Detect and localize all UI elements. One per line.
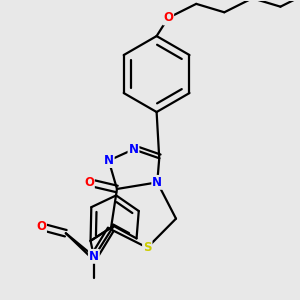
Text: O: O xyxy=(163,11,173,24)
Text: O: O xyxy=(84,176,94,189)
Text: N: N xyxy=(128,143,139,156)
Text: S: S xyxy=(143,241,152,254)
Text: N: N xyxy=(89,250,99,263)
Text: O: O xyxy=(36,220,46,233)
Text: N: N xyxy=(104,154,114,167)
Text: N: N xyxy=(152,176,162,189)
